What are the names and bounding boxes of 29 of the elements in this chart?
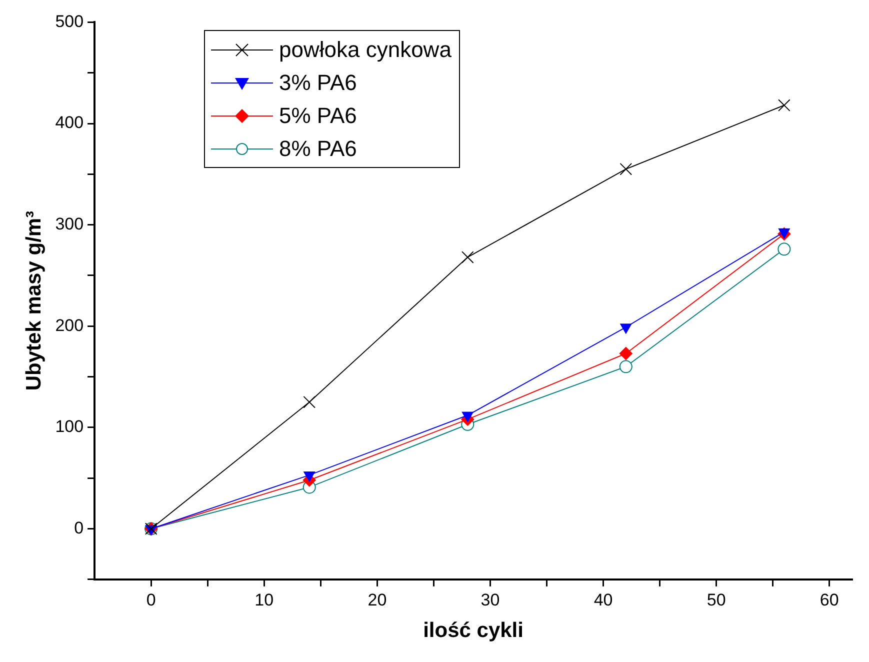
point [619, 360, 632, 374]
legend-label: 3% PA6 [279, 69, 357, 97]
legend-label: powłoka cynkowa [279, 36, 452, 64]
point [620, 324, 632, 334]
x-tick-label: 40 [594, 590, 613, 610]
y-tick-label: 500 [55, 12, 84, 31]
y-tick-label: 400 [55, 113, 84, 132]
point [778, 99, 790, 112]
legend-label: 8% PA6 [279, 135, 357, 163]
point [619, 346, 632, 360]
point [461, 251, 474, 264]
legend-label: 5% PA6 [279, 102, 357, 130]
x-axis-title: ilość cykli [423, 619, 524, 642]
x-tick-label: 50 [706, 590, 726, 610]
y-tick-label: 0 [74, 518, 84, 538]
x-tick-label: 60 [820, 590, 839, 610]
x-tick-label: 20 [368, 590, 387, 610]
x-tick-label: 10 [254, 590, 274, 610]
point [303, 396, 316, 408]
y-tick-label: 200 [55, 316, 84, 335]
y-tick-label: 300 [55, 214, 84, 234]
point [778, 242, 791, 256]
point [462, 412, 474, 422]
y-axis-title: Ubytek masy g/m³ [22, 210, 46, 391]
x-tick-label: 0 [146, 590, 156, 610]
point [620, 162, 632, 176]
x-tick-label: 30 [480, 590, 500, 610]
point [304, 472, 316, 482]
y-tick-label: 100 [55, 417, 84, 436]
